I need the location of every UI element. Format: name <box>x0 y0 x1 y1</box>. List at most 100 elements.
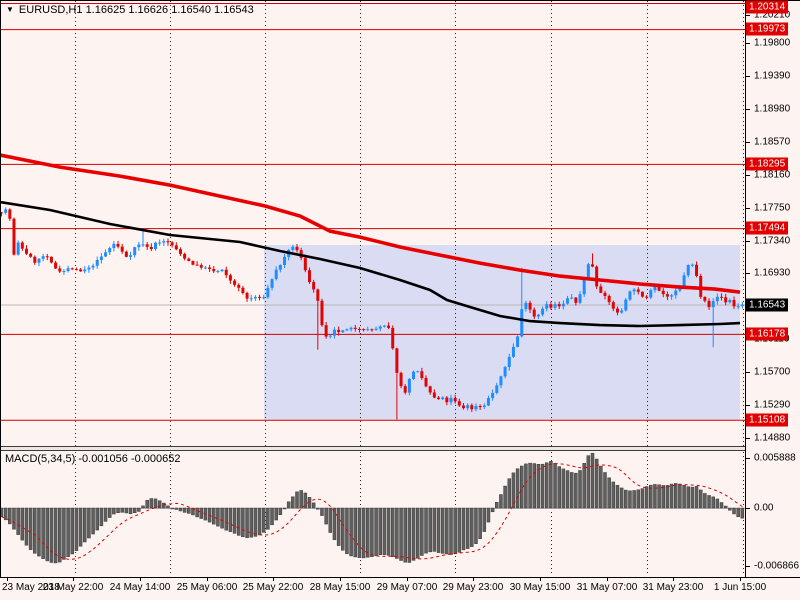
candle-body <box>312 282 316 290</box>
axis-tick <box>746 43 750 44</box>
candle-body <box>337 329 341 333</box>
time-label: 29 May 23:00 <box>442 582 504 593</box>
candle-body <box>412 371 416 379</box>
chart-frame-bottom <box>0 577 800 578</box>
candle-body <box>66 268 70 272</box>
price-tick-label: 1.19390 <box>754 70 791 82</box>
candle-body <box>183 253 187 259</box>
candle-body <box>341 330 345 333</box>
time-axis-tick <box>273 578 274 581</box>
time-axis-tick <box>407 578 408 581</box>
price-axis[interactable]: 1.20210 1.19800 1.19390 1.18980 1.18570 1.181… <box>746 0 800 577</box>
candle-body <box>249 298 253 300</box>
candle-body <box>378 326 382 329</box>
axis-tick <box>746 438 750 439</box>
candle-body <box>740 304 744 307</box>
candle-body <box>674 290 678 296</box>
candle-body <box>561 303 565 307</box>
candle-body <box>403 386 407 393</box>
axis-tick <box>746 175 750 176</box>
candle-body <box>112 243 116 249</box>
chart-frame-left <box>0 0 1 577</box>
candle-body <box>478 406 482 408</box>
candle-body <box>362 329 366 331</box>
candle-body <box>507 356 511 368</box>
candle-body <box>591 264 595 267</box>
candle-body <box>307 270 311 283</box>
price-tick-label: 1.18160 <box>754 169 791 181</box>
candle-body <box>316 289 320 301</box>
candle-body <box>120 246 124 252</box>
candle-body <box>278 265 282 270</box>
candle-body <box>416 371 420 373</box>
candle-body <box>661 290 665 295</box>
time-axis-tick <box>140 578 141 581</box>
time-axis[interactable]: 23 May 2018 23 May 22:00 24 May 14:00 25 Ma… <box>0 578 800 600</box>
candle-body <box>324 325 328 337</box>
candle-body <box>503 367 507 377</box>
candle-body <box>424 378 428 387</box>
candle-body <box>108 248 112 253</box>
candle-body <box>62 271 66 273</box>
main-chart-pane[interactable] <box>0 0 746 446</box>
candle-body <box>149 246 153 250</box>
current-price-badge: 1.16543 <box>746 298 789 311</box>
candle-body <box>628 291 632 300</box>
candle-body <box>657 285 661 291</box>
candle-body <box>736 306 740 308</box>
candle-body <box>349 327 353 330</box>
macd-indicator-pane[interactable] <box>0 451 746 577</box>
candle-body <box>715 296 719 302</box>
axis-tick <box>746 241 750 242</box>
candle-body <box>291 246 295 250</box>
candle-body <box>524 302 528 310</box>
symbol-dropdown-icon[interactable]: ▼ <box>6 5 14 14</box>
pane-separator[interactable] <box>0 446 746 451</box>
candle-body <box>549 304 553 308</box>
candle-body <box>620 310 624 313</box>
time-axis-tick <box>340 578 341 581</box>
level-price-badge: 1.15108 <box>746 413 789 427</box>
candle-body <box>499 376 503 386</box>
candle-body <box>695 264 699 276</box>
candle-body <box>266 287 270 298</box>
axis-tick <box>746 142 750 143</box>
candle-body <box>0 212 3 214</box>
candle-body <box>437 397 441 400</box>
candle-body <box>320 300 324 326</box>
candle-body <box>711 301 715 308</box>
candle-body <box>528 302 532 310</box>
candle-body <box>428 386 432 393</box>
symbol-timeframe-label: EURUSD,H1 <box>18 4 83 16</box>
candle-body <box>12 218 16 255</box>
candle-body <box>187 258 191 261</box>
candle-body <box>653 285 657 291</box>
candle-body <box>399 372 403 387</box>
candle-body <box>707 300 711 308</box>
candle-body <box>640 291 644 297</box>
candle-body <box>553 304 557 308</box>
candle-body <box>486 398 490 406</box>
candle-body <box>274 269 278 280</box>
candle-body <box>649 290 653 298</box>
axis-tick <box>746 273 750 274</box>
candle-body <box>162 241 166 243</box>
candle-body <box>670 295 674 297</box>
candle-body <box>578 294 582 303</box>
candle-body <box>116 243 120 247</box>
candle-body <box>95 259 99 266</box>
level-price-badge: 1.19973 <box>746 22 789 36</box>
candle-body <box>166 241 170 243</box>
candle-body <box>283 256 287 266</box>
candle-body <box>470 405 474 410</box>
candle-body <box>595 266 599 287</box>
candle-body <box>432 392 436 398</box>
candle-body <box>545 304 549 309</box>
candle-body <box>395 348 399 373</box>
candle-body <box>241 287 245 293</box>
candle-body <box>145 244 149 247</box>
horizontal-level-lines[interactable] <box>0 3 745 421</box>
macd-tick-label: 0.00 <box>754 502 774 514</box>
candle-body <box>491 392 495 399</box>
candle-body <box>33 256 37 263</box>
